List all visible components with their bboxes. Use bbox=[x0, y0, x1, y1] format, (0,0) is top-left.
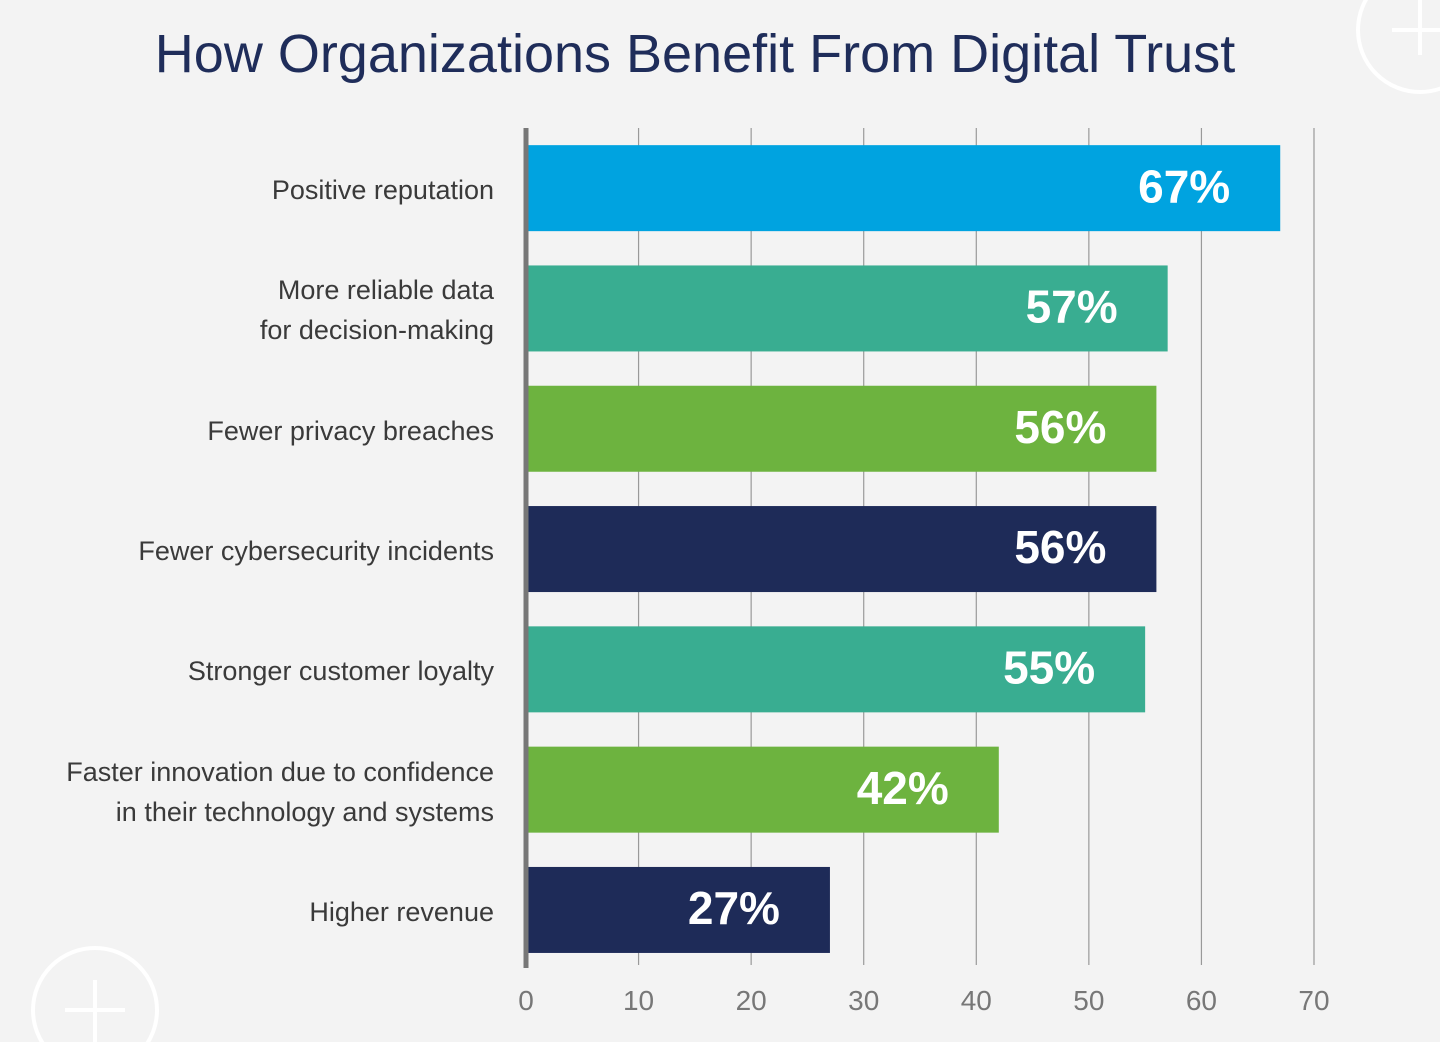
bar bbox=[526, 265, 1168, 352]
x-tick-label: 40 bbox=[961, 985, 992, 1016]
bar bbox=[526, 746, 999, 833]
value-label: 57% bbox=[1026, 281, 1118, 333]
value-label: 56% bbox=[1014, 521, 1106, 573]
y-tick-label: More reliable data for decision-making bbox=[259, 275, 494, 346]
value-label: 56% bbox=[1014, 401, 1106, 453]
bar bbox=[526, 506, 1157, 593]
y-tick-label: Positive reputation bbox=[271, 175, 494, 206]
bar bbox=[526, 866, 830, 953]
x-tick-label: 0 bbox=[518, 985, 534, 1016]
value-label: 67% bbox=[1138, 160, 1230, 212]
y-tick-label: Stronger customer loyalty bbox=[187, 656, 494, 687]
x-tick-label: 10 bbox=[623, 985, 654, 1016]
value-label: 55% bbox=[1003, 642, 1095, 694]
decor-circle bbox=[31, 946, 159, 1042]
y-tick-label: Higher revenue bbox=[309, 896, 494, 927]
x-tick-label: 20 bbox=[736, 985, 767, 1016]
decor-circle bbox=[1356, 0, 1440, 94]
y-tick-label: Fewer privacy breaches bbox=[207, 415, 494, 446]
decor-plus bbox=[1392, 0, 1440, 55]
decor-plus bbox=[65, 980, 125, 1042]
chart-title: How Organizations Benefit From Digital T… bbox=[155, 24, 1235, 84]
y-tick-label: Fewer cybersecurity incidents bbox=[138, 536, 494, 567]
bar bbox=[526, 626, 1146, 713]
x-tick-label: 50 bbox=[1073, 985, 1104, 1016]
bar bbox=[526, 145, 1281, 232]
bar bbox=[526, 385, 1157, 472]
y-tick-label: Faster innovation due to confidence in t… bbox=[66, 756, 494, 827]
x-tick-label: 70 bbox=[1298, 985, 1329, 1016]
value-label: 27% bbox=[688, 882, 780, 934]
x-tick-label: 30 bbox=[848, 985, 879, 1016]
value-label: 42% bbox=[857, 762, 949, 814]
x-tick-label: 60 bbox=[1186, 985, 1217, 1016]
